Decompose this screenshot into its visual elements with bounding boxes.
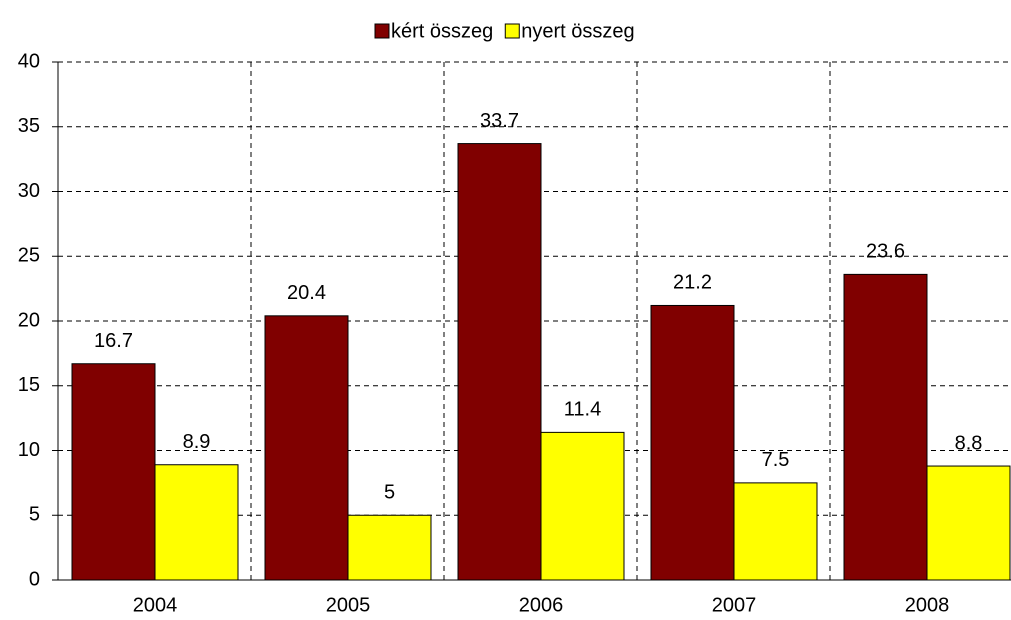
- data-label: 23.6: [866, 241, 905, 263]
- data-label: 8.8: [955, 432, 983, 454]
- bar: [540, 431, 625, 581]
- x-tick-label: 2005: [326, 594, 371, 616]
- data-label: 8.9: [183, 431, 211, 453]
- bar: [457, 143, 542, 581]
- y-tick-label: 5: [29, 504, 40, 526]
- data-label: 16.7: [94, 330, 133, 352]
- bar: [843, 273, 928, 581]
- legend-label: kért összeg: [391, 20, 493, 42]
- data-label: 7.5: [762, 449, 790, 471]
- y-tick-label: 15: [18, 374, 40, 396]
- y-tick-label: 40: [18, 50, 40, 72]
- x-tick-label: 2004: [133, 594, 178, 616]
- y-tick-label: 25: [18, 245, 40, 267]
- bar: [264, 315, 349, 581]
- y-tick-label: 30: [18, 180, 40, 202]
- bar: [926, 465, 1011, 581]
- data-label: 21.2: [673, 272, 712, 294]
- legend-swatch: [374, 23, 390, 39]
- x-tick-label: 2008: [905, 594, 950, 616]
- x-tick-label: 2007: [712, 594, 757, 616]
- bar: [733, 482, 818, 581]
- legend-swatch: [504, 23, 520, 39]
- data-label: 33.7: [480, 110, 519, 132]
- bar: [154, 464, 239, 581]
- y-tick-label: 35: [18, 115, 40, 137]
- y-tick-label: 10: [18, 439, 40, 461]
- bar: [347, 514, 432, 581]
- y-tick-label: 20: [18, 309, 40, 331]
- bar: [650, 304, 735, 581]
- x-tick-label: 2006: [519, 594, 564, 616]
- data-label: 11.4: [564, 399, 601, 421]
- data-label: 20.4: [287, 282, 326, 304]
- bar: [71, 363, 156, 581]
- y-tick-label: 0: [29, 568, 40, 590]
- data-label: 5: [384, 482, 395, 504]
- legend-label: nyert összeg: [521, 20, 634, 42]
